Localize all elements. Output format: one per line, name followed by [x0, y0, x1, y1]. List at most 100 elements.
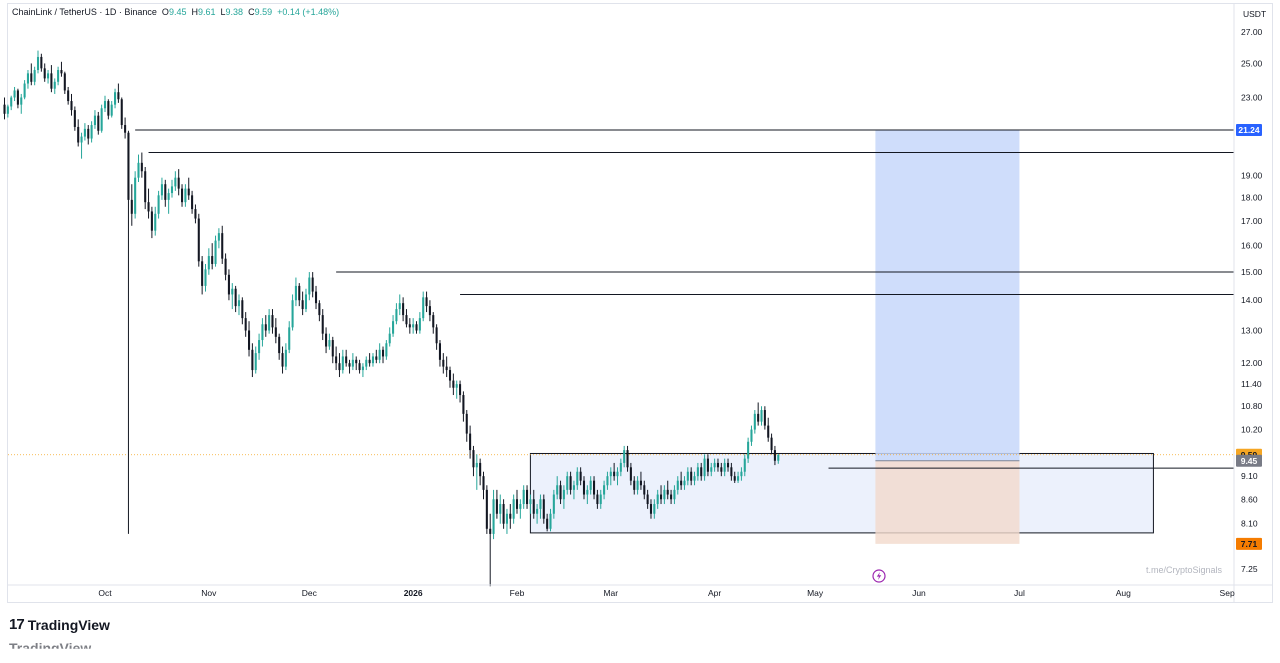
candle: [706, 454, 709, 477]
x-tick-label: Feb: [510, 588, 525, 598]
candle-body: [341, 356, 344, 371]
candle: [422, 291, 425, 322]
candle: [767, 417, 770, 442]
candle-body: [495, 499, 498, 514]
candle: [418, 312, 421, 334]
candle: [606, 471, 609, 490]
candle-body: [264, 324, 267, 331]
candle-body: [241, 300, 244, 319]
levels-layer: [8, 129, 1234, 469]
candle: [194, 204, 197, 224]
candle: [408, 318, 411, 334]
candle: [214, 235, 217, 267]
candle-body: [599, 494, 602, 505]
change-value: +0.14 (+1.48%): [277, 7, 340, 17]
candle: [720, 462, 723, 477]
candle-body: [415, 324, 418, 331]
candle-body: [502, 504, 505, 524]
candle-body: [120, 99, 123, 126]
candle: [47, 70, 50, 84]
candle-body: [325, 333, 328, 347]
candle-body: [144, 171, 147, 203]
candle: [70, 93, 73, 116]
candle-body: [321, 315, 324, 334]
candle-body: [97, 115, 100, 131]
candle-body: [633, 480, 636, 490]
y-tick-label: 19.00: [1241, 171, 1263, 181]
lightning-icon[interactable]: [872, 569, 886, 583]
candle: [375, 349, 378, 364]
candle: [174, 171, 177, 191]
candle-body: [284, 349, 287, 367]
x-tick-label: Nov: [201, 588, 217, 598]
x-tick-label: May: [807, 588, 824, 598]
candle: [345, 349, 348, 367]
candle: [10, 95, 13, 111]
candle: [321, 309, 324, 341]
candle: [207, 248, 210, 275]
price-tag-target: 21.24: [1236, 123, 1262, 136]
candle-body: [197, 218, 200, 262]
candle-body: [418, 318, 421, 331]
candle-body: [556, 485, 559, 495]
candle: [670, 489, 673, 505]
candle-body: [371, 356, 375, 364]
candle: [67, 86, 70, 105]
candle: [609, 467, 612, 486]
candle-body: [499, 504, 502, 514]
candle-body: [160, 184, 163, 196]
candle: [73, 106, 76, 131]
candle: [53, 78, 56, 94]
candle-body: [469, 433, 472, 451]
candle: [308, 272, 311, 301]
candle-body: [271, 315, 274, 328]
candle-body: [26, 73, 29, 84]
candle: [40, 53, 43, 72]
candle: [633, 476, 636, 495]
candle: [576, 467, 579, 490]
candle: [381, 346, 385, 364]
candle-body: [623, 450, 626, 463]
candle: [351, 353, 354, 371]
brand-logo[interactable]: 17 TradingView: [9, 616, 110, 633]
candle-body: [462, 395, 465, 414]
candle: [626, 445, 629, 472]
candle: [733, 471, 736, 483]
candle: [274, 318, 277, 344]
candle: [596, 489, 599, 509]
candle-body: [140, 162, 143, 172]
candle: [716, 458, 720, 472]
candle: [603, 480, 606, 500]
candle-body: [57, 70, 60, 82]
candle-body: [70, 101, 73, 111]
candle-body: [485, 489, 488, 529]
candle-body: [33, 70, 36, 82]
candle: [569, 471, 572, 495]
candle: [43, 63, 46, 82]
candle-body: [552, 494, 555, 514]
candle: [593, 476, 596, 500]
candle: [666, 480, 669, 500]
candle-body: [757, 413, 760, 422]
candle-body: [331, 340, 334, 357]
candle: [472, 445, 475, 477]
candle-body: [294, 285, 297, 301]
x-tick-label: Oct: [98, 588, 112, 598]
y-tick-label: 27.00: [1241, 27, 1263, 37]
candle: [160, 177, 163, 200]
y-tick-label: 8.60: [1241, 494, 1258, 504]
candle: [713, 458, 716, 472]
candle-body: [43, 68, 46, 79]
candle: [191, 190, 194, 214]
candle-body: [659, 494, 663, 500]
candle-body: [291, 300, 294, 328]
zones-layer: [529, 129, 1154, 544]
candle: [730, 462, 733, 481]
candle-body: [348, 363, 351, 367]
y-tick-label: 23.00: [1241, 92, 1263, 102]
candle: [392, 315, 395, 337]
candle: [318, 300, 321, 322]
candle: [693, 471, 696, 486]
candle: [777, 453, 780, 464]
